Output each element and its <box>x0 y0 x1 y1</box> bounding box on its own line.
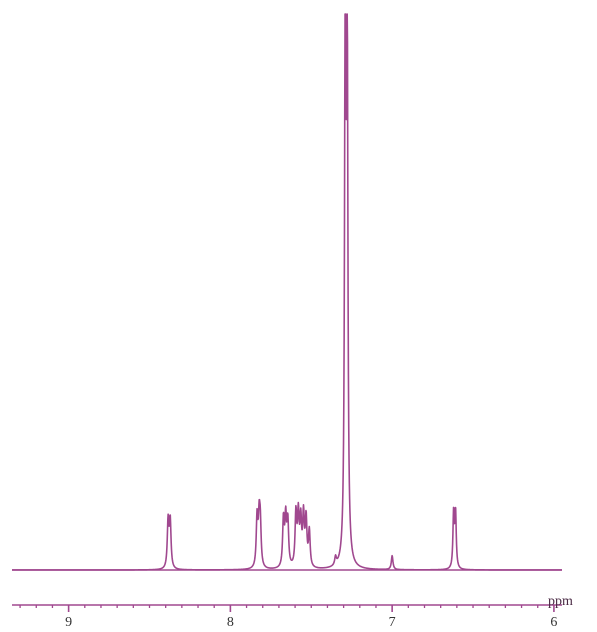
x-tick-label: 6 <box>550 615 557 630</box>
x-axis-ticks <box>19 605 555 612</box>
x-axis: 9 8 7 6 ppm <box>12 594 573 630</box>
spectrum-series-line <box>11 13 563 571</box>
plot-area <box>11 13 563 571</box>
x-tick-label: 9 <box>65 615 72 630</box>
x-tick-label: 8 <box>227 615 234 630</box>
x-tick-label: 7 <box>389 615 396 630</box>
x-axis-unit-label: ppm <box>548 594 573 609</box>
x-axis-tick-labels: 9 8 7 6 <box>65 615 557 630</box>
